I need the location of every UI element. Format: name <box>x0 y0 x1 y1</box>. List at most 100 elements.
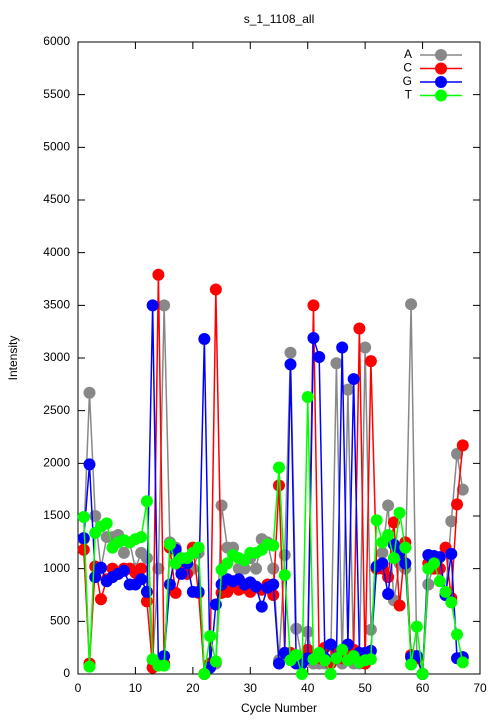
point <box>451 447 464 460</box>
x-tick-label: 30 <box>244 681 258 695</box>
point <box>89 510 102 522</box>
point <box>278 568 291 581</box>
legend-marker <box>435 89 447 102</box>
point <box>301 390 314 403</box>
y-tick-label: 5500 <box>43 87 70 101</box>
point <box>307 299 320 312</box>
point <box>382 499 395 512</box>
chart-title: s_1_1108_all <box>244 12 315 26</box>
y-tick-label: 4000 <box>43 245 70 259</box>
point <box>318 654 331 667</box>
legend-marker <box>435 76 447 88</box>
point <box>273 461 285 474</box>
point <box>169 586 182 599</box>
point <box>175 567 188 580</box>
point <box>255 600 268 613</box>
point <box>267 578 280 591</box>
point <box>163 538 176 551</box>
point <box>198 668 211 680</box>
point <box>376 557 389 570</box>
legend-marker <box>435 49 447 61</box>
point <box>140 585 153 598</box>
point <box>393 599 406 612</box>
point <box>135 562 148 575</box>
point <box>135 573 148 586</box>
y-tick-label: 1500 <box>43 508 70 522</box>
point <box>238 562 251 575</box>
point <box>163 578 176 591</box>
y-tick-label: 2000 <box>43 456 70 470</box>
point <box>307 331 320 344</box>
point <box>405 658 418 671</box>
x-tick-label: 40 <box>301 681 315 695</box>
point <box>410 620 423 633</box>
point <box>117 564 130 577</box>
point <box>158 299 171 312</box>
point <box>439 585 452 598</box>
point <box>336 643 349 656</box>
x-tick-label: 50 <box>358 681 372 695</box>
point <box>416 668 429 680</box>
point <box>433 575 446 588</box>
point <box>330 357 343 370</box>
point <box>146 299 159 312</box>
point <box>250 562 263 575</box>
point <box>100 517 113 530</box>
point <box>284 358 297 371</box>
point <box>152 562 165 575</box>
x-tick-label: 0 <box>75 681 82 695</box>
series-line <box>82 304 464 677</box>
point <box>250 580 263 593</box>
point <box>215 499 228 512</box>
point <box>353 322 366 335</box>
x-tick-label: 20 <box>186 681 200 695</box>
point <box>313 350 326 363</box>
point <box>359 341 372 354</box>
point <box>267 562 280 575</box>
point <box>140 495 153 508</box>
y-tick-label: 6000 <box>43 34 70 48</box>
point <box>445 515 458 528</box>
point <box>117 546 130 559</box>
point <box>399 541 412 554</box>
point <box>94 593 107 606</box>
point <box>387 552 400 565</box>
point <box>364 623 377 636</box>
point <box>83 386 96 399</box>
point <box>422 578 435 591</box>
point <box>393 506 406 519</box>
legend-label: A <box>404 47 412 61</box>
y-tick-label: 5000 <box>43 140 70 154</box>
point <box>204 630 217 643</box>
point <box>295 668 308 680</box>
point <box>456 656 469 669</box>
point <box>428 557 441 570</box>
point <box>77 532 90 545</box>
point <box>77 543 90 556</box>
point <box>451 498 464 511</box>
point <box>83 458 96 471</box>
y-tick-label: 3000 <box>43 350 70 364</box>
series-line <box>82 305 463 675</box>
point <box>376 546 389 559</box>
point <box>152 268 165 281</box>
point <box>330 652 343 665</box>
point <box>382 587 395 600</box>
y-axis-label: Intensity <box>6 336 20 381</box>
point <box>273 479 285 492</box>
point <box>336 341 349 354</box>
point <box>290 649 303 662</box>
y-tick-label: 2500 <box>43 403 70 417</box>
legend-marker <box>435 62 447 75</box>
point <box>364 355 377 368</box>
legend-label: G <box>403 74 412 88</box>
point <box>445 547 458 560</box>
point <box>387 516 400 529</box>
legend-label: T <box>405 88 413 102</box>
point <box>89 571 102 584</box>
point <box>284 346 297 359</box>
point <box>370 514 383 527</box>
point <box>267 539 280 552</box>
